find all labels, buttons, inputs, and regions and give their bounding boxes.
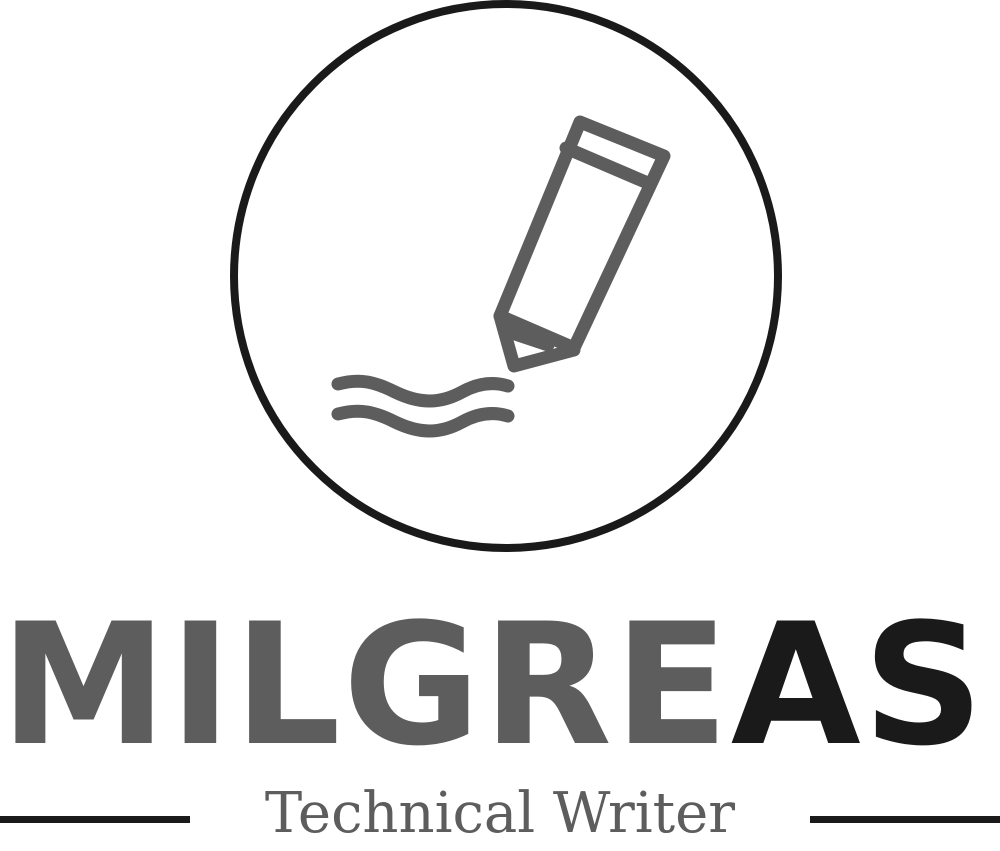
brand-name-light: MILGRE (0, 587, 731, 783)
tagline-rule-right (810, 816, 1000, 823)
logo-emblem (230, 0, 782, 552)
brand-name: MILGREASIS (0, 600, 1000, 770)
tagline-rule-left (0, 816, 190, 823)
brand-name-dark: ASIS (730, 587, 1000, 783)
tagline: Technical Writer (264, 781, 736, 846)
pencil-icon (493, 115, 671, 373)
wavy-lines-icon (331, 374, 515, 438)
logo-ring (230, 0, 782, 552)
tagline-row: Technical Writer (0, 782, 1000, 846)
